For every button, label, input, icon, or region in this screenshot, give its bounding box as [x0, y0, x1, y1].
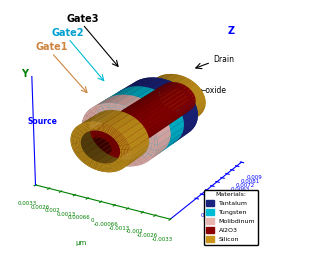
Text: ←oxide: ←oxide — [199, 86, 226, 95]
X-axis label: μm: μm — [236, 221, 247, 227]
Legend: Tantalum, Tungsten, Molibdinum, Al2O3, Silicon: Tantalum, Tungsten, Molibdinum, Al2O3, S… — [204, 189, 258, 245]
Text: Y: Y — [21, 69, 28, 79]
Text: Drain: Drain — [213, 55, 234, 64]
Text: Gate1: Gate1 — [35, 42, 68, 52]
Text: Z: Z — [228, 26, 235, 36]
Y-axis label: μm: μm — [75, 240, 86, 246]
Text: Source: Source — [28, 117, 58, 126]
Text: Gate3: Gate3 — [66, 14, 99, 24]
Text: Gate2: Gate2 — [52, 28, 85, 38]
